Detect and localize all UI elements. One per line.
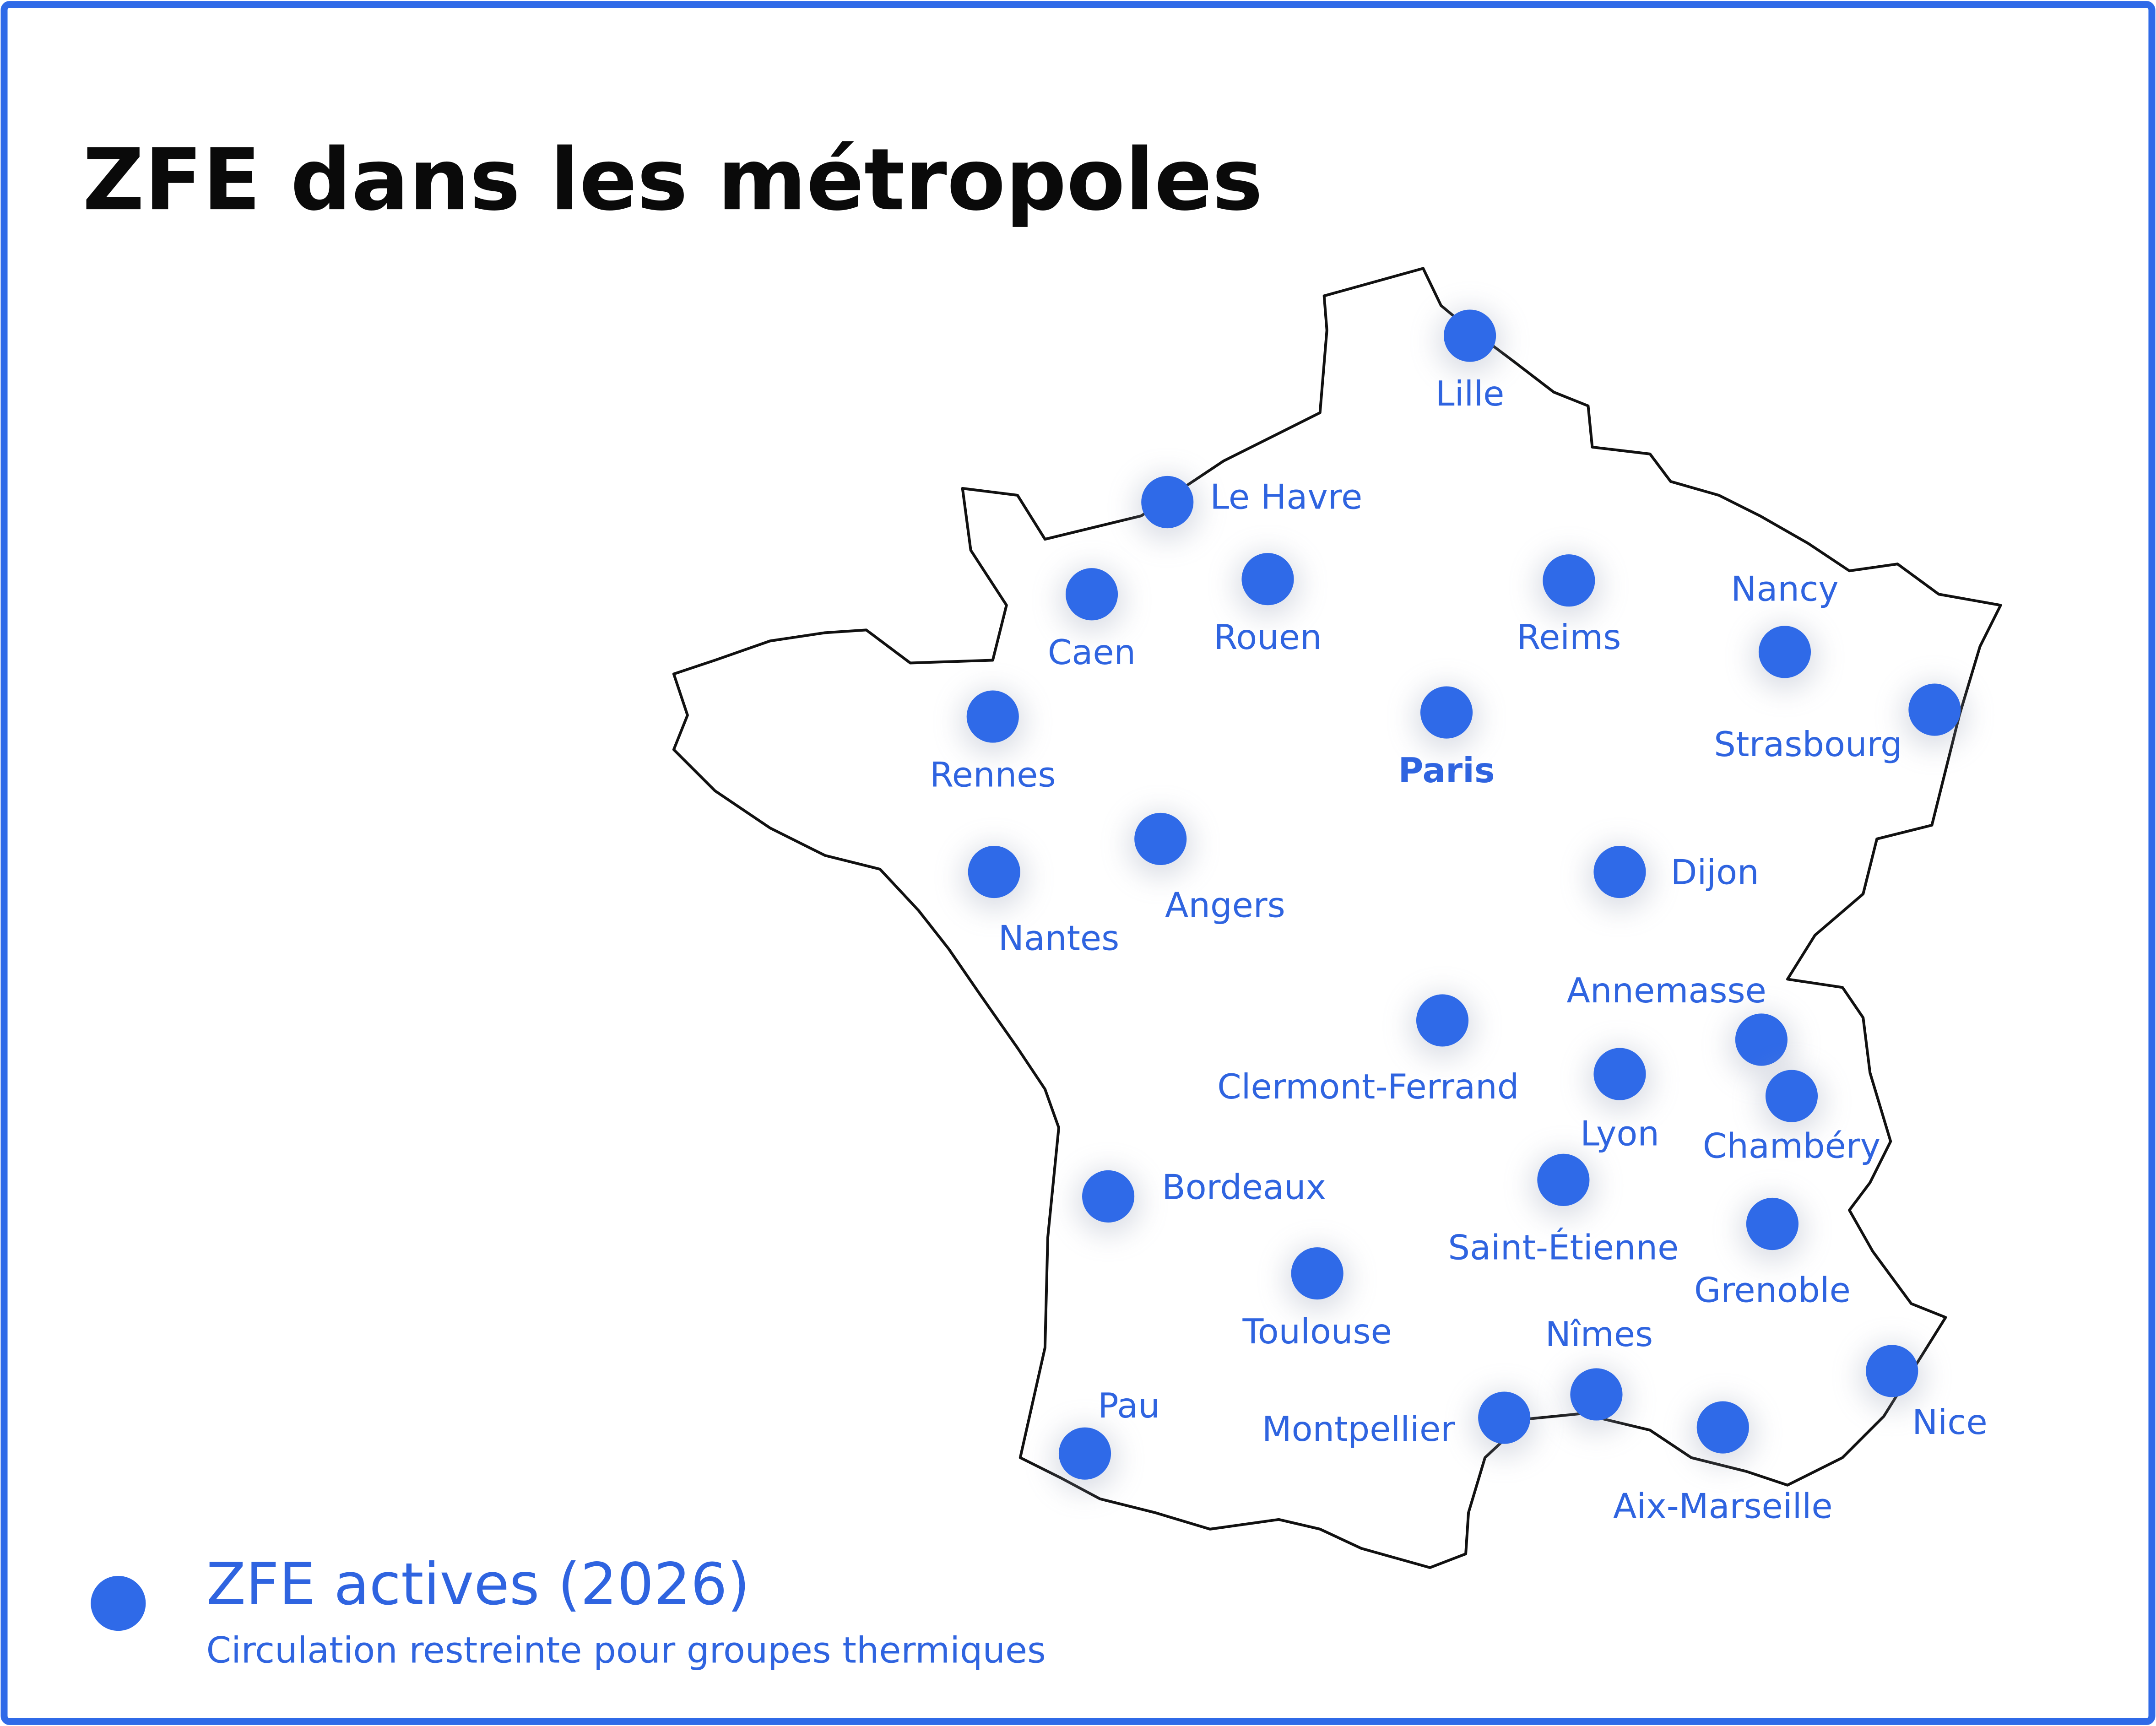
city-marker [1765,1070,1818,1122]
city-marker [1416,994,1469,1047]
city-label: Rouen [1213,617,1322,657]
city-marker [1570,1368,1623,1421]
city-marker [1593,1048,1646,1100]
city-label: Angers [1165,885,1285,925]
city-label: Pau [1098,1385,1160,1426]
city-label: Reims [1517,617,1621,657]
city-label: Montpellier [1262,1409,1455,1449]
city-marker [1134,812,1187,866]
city-label: Nancy [1731,569,1838,609]
city-label: Nîmes [1545,1314,1653,1354]
legend-description: Circulation restreinte pour groupes ther… [206,1630,1046,1672]
city-label: Strasbourg [1714,724,1902,764]
city-marker [1593,845,1646,898]
legend-marker [91,1575,146,1631]
city-label: Nice [1912,1402,1987,1442]
city-label: Dijon [1671,852,1759,893]
city-marker [1444,309,1496,362]
city-label: Saint-Étienne [1448,1228,1679,1268]
city-marker [1908,683,1961,736]
city-marker [1420,686,1473,739]
city-marker [1241,553,1294,606]
legend-label: ZFE actives (2026) [206,1551,750,1618]
city-marker [1478,1391,1531,1444]
city-marker [1746,1197,1799,1250]
city-label: Aix-Marseille [1613,1486,1832,1526]
city-marker [1696,1401,1749,1454]
city-label: Annemasse [1566,970,1766,1011]
city-marker [1537,1153,1590,1206]
city-label: Paris [1398,750,1495,790]
title: ZFE dans les métropoles [82,130,1263,229]
city-layer: Lille Le Havre Caen Rouen Reims Nancy Strasbou… [930,308,1988,1526]
city-label: Toulouse [1242,1311,1392,1352]
city-marker [1758,626,1811,678]
city-marker [1058,1427,1111,1480]
city-marker [1065,568,1118,621]
city-label: Caen [1048,632,1136,672]
city-label: Le Havre [1210,476,1362,517]
city-marker [1141,476,1194,529]
city-marker [1082,1170,1135,1223]
city-marker [1735,1013,1788,1066]
city-label: Bordeaux [1162,1167,1326,1207]
city-marker [1291,1247,1343,1300]
city-label: Rennes [930,754,1056,795]
city-label: Grenoble [1694,1270,1851,1310]
city-label: Chambéry [1703,1125,1880,1166]
city-label: Clermont-Ferrand [1217,1066,1519,1107]
city-marker [966,690,1019,743]
city-label: Lyon [1580,1113,1659,1153]
city-label: Lille [1436,373,1505,414]
city-marker [968,845,1020,898]
city-marker [1866,1345,1918,1397]
city-marker [1543,554,1595,607]
city-label: Nantes [998,918,1120,958]
